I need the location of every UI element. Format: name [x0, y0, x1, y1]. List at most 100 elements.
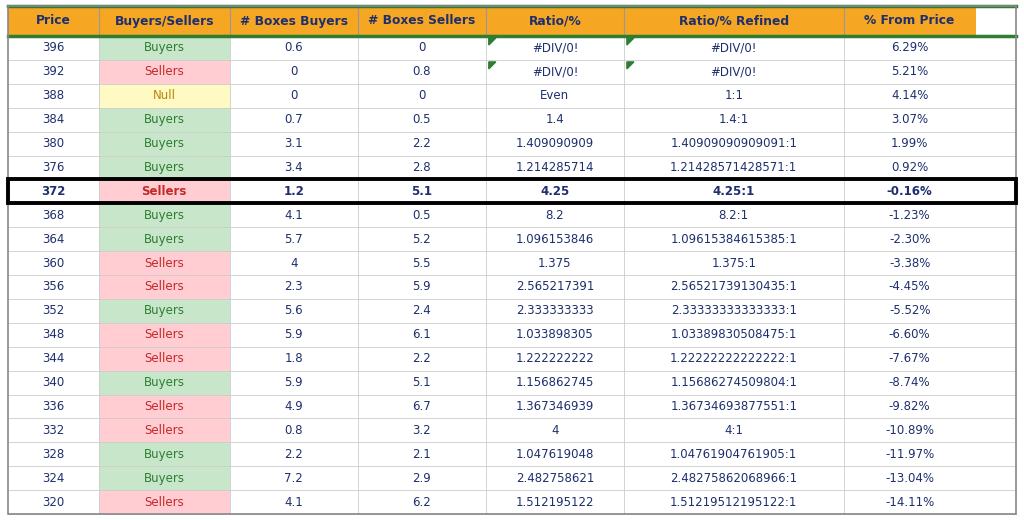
Bar [485, 203, 624, 227]
Text: 1.36734693877551:1: 1.36734693877551:1 [671, 400, 798, 413]
Text: 5.6: 5.6 [285, 304, 303, 317]
Text: 4.25:1: 4.25:1 [713, 185, 755, 198]
Text: Buyers: Buyers [143, 472, 184, 485]
Text: -8.74%: -8.74% [889, 376, 931, 389]
Bar [357, 251, 485, 275]
Bar [485, 275, 624, 299]
Text: #DIV/0!: #DIV/0! [711, 42, 757, 55]
Text: -7.67%: -7.67% [889, 352, 931, 365]
Bar [357, 347, 485, 371]
Bar [844, 299, 976, 323]
Text: 5.5: 5.5 [413, 256, 431, 269]
Bar [98, 203, 229, 227]
Text: 2.3: 2.3 [285, 280, 303, 293]
Bar [229, 36, 357, 60]
Bar [624, 203, 844, 227]
Bar [8, 60, 98, 84]
Text: # Boxes Sellers: # Boxes Sellers [369, 15, 475, 28]
Text: 1.4:1: 1.4:1 [719, 113, 749, 126]
Bar [98, 419, 229, 443]
Bar [844, 347, 976, 371]
Bar [485, 299, 624, 323]
Bar [844, 251, 976, 275]
Text: 324: 324 [42, 472, 65, 485]
Text: % From Price: % From Price [864, 15, 954, 28]
Bar [8, 155, 98, 179]
Bar [624, 443, 844, 466]
Bar [357, 36, 485, 60]
Text: -6.60%: -6.60% [889, 328, 931, 341]
Bar [229, 108, 357, 132]
Bar [98, 395, 229, 419]
Bar [229, 6, 357, 36]
Text: 1.409090909: 1.409090909 [516, 137, 594, 150]
Bar [357, 466, 485, 490]
Bar [485, 323, 624, 347]
Text: 392: 392 [42, 66, 65, 79]
Bar [98, 84, 229, 108]
Text: 1.096153846: 1.096153846 [516, 232, 594, 245]
Text: 2.2: 2.2 [413, 352, 431, 365]
Bar [8, 299, 98, 323]
Text: 1.2: 1.2 [284, 185, 304, 198]
Bar [624, 36, 844, 60]
Bar [357, 490, 485, 514]
Text: Sellers: Sellers [144, 256, 184, 269]
Bar [485, 251, 624, 275]
Bar [624, 84, 844, 108]
Bar [357, 275, 485, 299]
Bar [485, 60, 624, 84]
Bar [8, 443, 98, 466]
Bar [98, 155, 229, 179]
Text: 4.9: 4.9 [285, 400, 303, 413]
Bar [229, 179, 357, 203]
Text: 2.333333333: 2.333333333 [516, 304, 594, 317]
Bar [8, 395, 98, 419]
Bar [485, 443, 624, 466]
Bar [229, 347, 357, 371]
Bar [8, 179, 98, 203]
Bar [229, 466, 357, 490]
Bar [485, 84, 624, 108]
Bar [8, 203, 98, 227]
Bar [624, 6, 844, 36]
Text: Buyers: Buyers [143, 304, 184, 317]
Text: -0.16%: -0.16% [887, 185, 933, 198]
Text: 1.40909090909091:1: 1.40909090909091:1 [671, 137, 798, 150]
Text: Null: Null [153, 89, 176, 102]
Text: #DIV/0!: #DIV/0! [531, 42, 578, 55]
Bar [98, 275, 229, 299]
Text: Buyers: Buyers [143, 137, 184, 150]
Bar [485, 179, 624, 203]
Text: 368: 368 [42, 209, 65, 222]
Bar [624, 347, 844, 371]
Bar [485, 371, 624, 395]
Bar [624, 275, 844, 299]
Text: -2.30%: -2.30% [889, 232, 931, 245]
Bar [485, 227, 624, 251]
Text: 5.2: 5.2 [413, 232, 431, 245]
Text: 320: 320 [42, 496, 65, 509]
Bar [624, 227, 844, 251]
Bar [624, 108, 844, 132]
Text: 4: 4 [290, 256, 298, 269]
Bar [229, 251, 357, 275]
Text: #DIV/0!: #DIV/0! [531, 66, 578, 79]
Text: 2.48275862068966:1: 2.48275862068966:1 [670, 472, 798, 485]
Bar [8, 179, 1016, 203]
Text: Even: Even [541, 89, 569, 102]
Text: 3.07%: 3.07% [891, 113, 928, 126]
Bar [357, 60, 485, 84]
Text: 0: 0 [290, 89, 297, 102]
Text: 1.512195122: 1.512195122 [516, 496, 594, 509]
Polygon shape [488, 38, 496, 45]
Bar [624, 466, 844, 490]
Text: 360: 360 [42, 256, 65, 269]
Bar [844, 60, 976, 84]
Bar [844, 443, 976, 466]
Text: Sellers: Sellers [144, 352, 184, 365]
Bar [8, 323, 98, 347]
Text: 384: 384 [42, 113, 65, 126]
Bar [98, 299, 229, 323]
Text: Ratio/% Refined: Ratio/% Refined [679, 15, 788, 28]
